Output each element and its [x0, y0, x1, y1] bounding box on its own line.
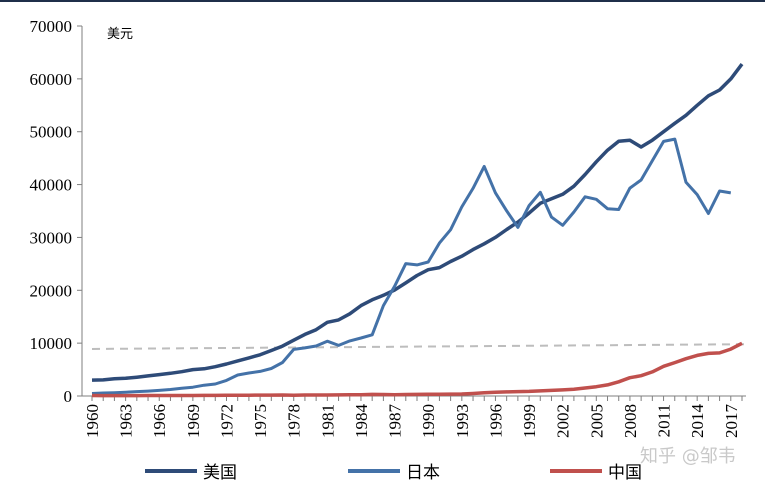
- x-tick-label: 2011: [655, 404, 674, 437]
- x-tick-label: 2008: [621, 404, 640, 438]
- series-lines: [91, 63, 744, 398]
- legend-label: 日本: [406, 463, 440, 483]
- x-tick-label: 2014: [688, 404, 707, 439]
- series-line-1: [91, 63, 744, 382]
- series-line-3: [91, 341, 743, 398]
- x-tick-label: 2005: [587, 404, 606, 438]
- x-tick-label: 1978: [285, 404, 304, 438]
- x-tick-label: 1993: [453, 404, 472, 438]
- x-tick-label: 1969: [184, 404, 203, 438]
- unit-label: 美元: [107, 27, 133, 42]
- x-tick-label: 1984: [352, 404, 371, 439]
- x-tick-label: 1963: [117, 404, 136, 438]
- reference-dashed-line: [91, 343, 747, 350]
- x-tick-label: 1999: [520, 404, 539, 438]
- y-tick-labels: 0 10000 20000 30000 40000 50000 60000 70000: [30, 17, 82, 406]
- x-tick-label: 1966: [150, 404, 169, 438]
- x-tick-label: 1975: [251, 404, 270, 438]
- x-tick-label: 1981: [318, 404, 337, 438]
- series-line-2: [91, 137, 732, 395]
- x-tick-label: 1996: [486, 404, 505, 438]
- top-border: [0, 0, 765, 2]
- x-tick-labels: 1960 1963 1966 1969 1972 1975 1978 1981 1984 1987…: [83, 396, 743, 439]
- y-tick-label: 60000: [30, 70, 73, 89]
- y-tick-label: 30000: [30, 228, 73, 247]
- legend-label: 美国: [203, 463, 237, 483]
- y-tick-label: 70000: [30, 17, 73, 36]
- x-tick-label: 1990: [419, 404, 438, 438]
- legend-item-1: 美国: [145, 463, 237, 483]
- legend-item-3: 中国: [550, 463, 642, 483]
- y-tick-label: 40000: [30, 176, 73, 195]
- y-tick-label: 50000: [30, 123, 73, 142]
- watermark: 知乎 @邹韦: [640, 446, 736, 467]
- legend-item-2: 日本: [348, 463, 440, 483]
- x-tick-label: 2002: [554, 404, 573, 438]
- reference-line-layer: [91, 343, 747, 350]
- y-tick-label: 10000: [30, 334, 73, 353]
- legend-label: 中国: [608, 463, 642, 483]
- y-tick-label: 0: [64, 387, 73, 406]
- x-tick-label: 2017: [722, 404, 741, 439]
- x-tick-label: 1960: [83, 404, 102, 438]
- x-tick-label: 1972: [217, 404, 236, 438]
- y-tick-label: 20000: [30, 281, 73, 300]
- axes: [81, 26, 746, 397]
- legend: 美国 日本 中国: [145, 463, 642, 483]
- x-tick-label: 1987: [386, 404, 405, 439]
